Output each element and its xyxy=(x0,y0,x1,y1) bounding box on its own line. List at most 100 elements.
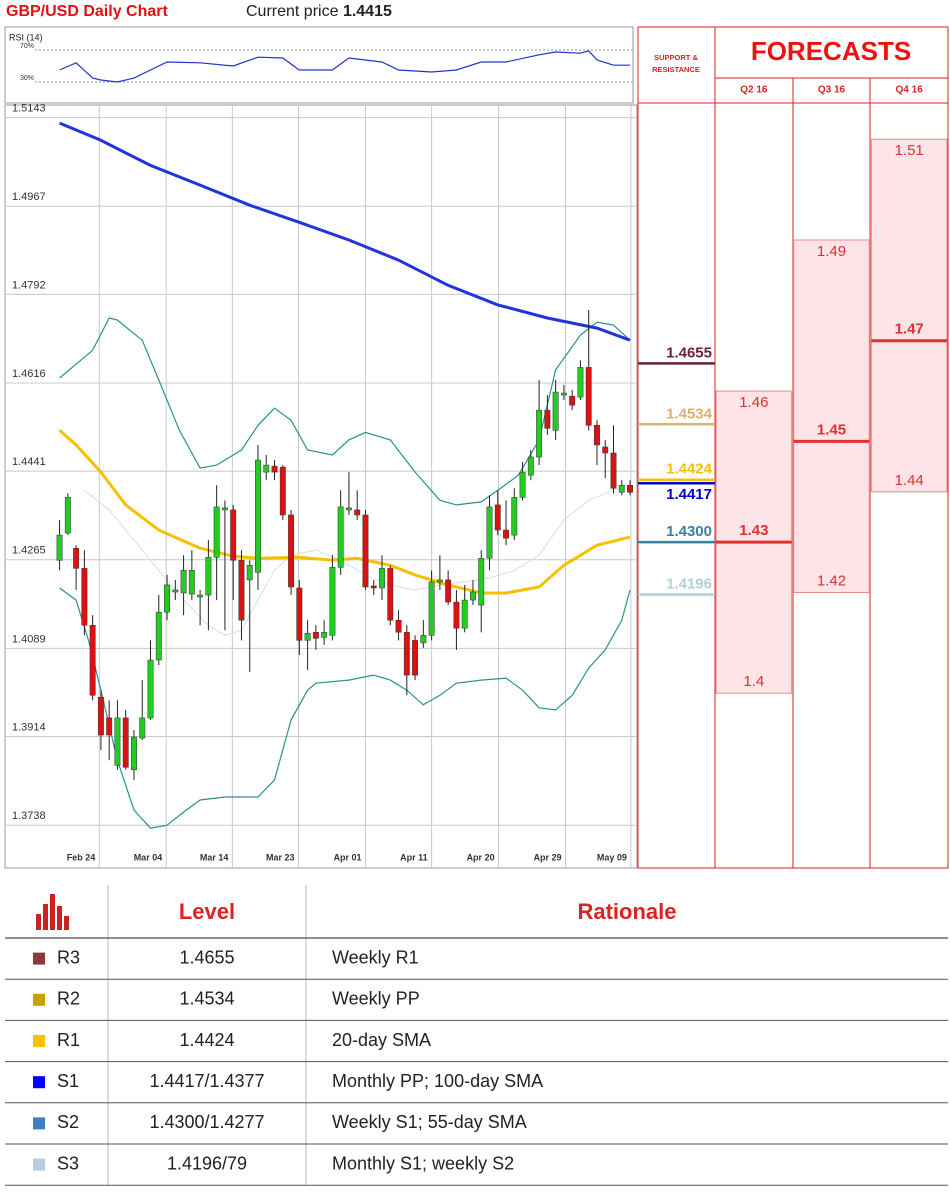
sr-label: 1.4424 xyxy=(666,461,713,478)
x-tick-label: Apr 11 xyxy=(400,852,428,862)
row-name: R1 xyxy=(57,1030,80,1050)
candle-body xyxy=(64,497,71,534)
forecast-median-label: 1.47 xyxy=(895,321,924,338)
candle-body xyxy=(271,465,278,473)
sr-label: 1.4417 xyxy=(666,486,712,503)
sr-title: SUPPORT & xyxy=(654,53,698,62)
candle-body xyxy=(131,736,137,771)
sr-label: 1.4534 xyxy=(666,405,713,422)
candle-body xyxy=(503,529,509,539)
x-tick-label: Mar 04 xyxy=(134,852,163,862)
candle-body xyxy=(337,506,344,568)
candle-body xyxy=(544,409,551,429)
candle-body xyxy=(569,395,576,406)
indicator-line xyxy=(59,587,631,829)
candle-body xyxy=(552,391,559,431)
row-level: 1.4534 xyxy=(179,989,234,1009)
current-price-value: 1.4415 xyxy=(343,3,392,20)
sr-label: 1.4300 xyxy=(666,523,712,540)
y-tick-label: 1.4441 xyxy=(12,456,46,468)
candle-body xyxy=(560,392,567,396)
y-tick-label: 1.4792 xyxy=(12,279,46,291)
current-price-label: Current price xyxy=(246,3,339,20)
candle-body xyxy=(164,584,170,613)
column-header: Rationale xyxy=(577,899,676,924)
rsi-title: RSI (14) xyxy=(9,32,43,42)
x-tick-label: Mar 14 xyxy=(200,852,229,862)
candle-body xyxy=(577,367,584,398)
x-tick-label: Apr 20 xyxy=(467,852,495,862)
row-swatch xyxy=(33,1035,45,1047)
candle-body xyxy=(387,568,394,621)
candle-body xyxy=(205,557,212,596)
candle-body xyxy=(486,506,493,559)
candle-body xyxy=(420,635,427,644)
quarter-label: Q4 16 xyxy=(896,85,924,96)
row-swatch xyxy=(33,952,45,965)
forecast-title: FORECASTS xyxy=(751,36,911,66)
candle-body xyxy=(172,589,179,593)
candle-body xyxy=(230,509,237,561)
candle-body xyxy=(122,717,129,768)
row-rationale: 20-day SMA xyxy=(332,1030,431,1050)
y-tick-label: 1.4616 xyxy=(12,368,46,380)
indicator-line xyxy=(59,121,631,342)
row-swatch xyxy=(33,1076,45,1089)
row-swatch xyxy=(33,1117,45,1130)
y-tick-label: 1.4967 xyxy=(12,191,46,203)
candle-body xyxy=(511,497,518,536)
row-name: S3 xyxy=(57,1153,79,1173)
row-rationale: Monthly PP; 100-day SMA xyxy=(332,1071,543,1091)
row-level: 1.4424 xyxy=(179,1030,234,1050)
x-tick-label: May 09 xyxy=(597,852,627,862)
forecast-low: 1.42 xyxy=(817,572,846,589)
candle-body xyxy=(312,632,319,639)
forecast-median-label: 1.43 xyxy=(739,522,768,539)
candle-body xyxy=(73,547,80,569)
row-rationale: Weekly R1 xyxy=(332,947,419,967)
column-header: Level xyxy=(179,899,235,924)
row-rationale: Weekly S1; 55-day SMA xyxy=(332,1112,527,1132)
rsi-tick-label: 30% xyxy=(20,75,34,82)
x-tick-label: Mar 23 xyxy=(266,852,295,862)
forecast-low: 1.44 xyxy=(895,472,924,489)
candle-body xyxy=(470,591,476,601)
rsi-line xyxy=(59,50,630,83)
candle-body xyxy=(346,507,352,511)
candle-body xyxy=(263,464,270,473)
sr-label: 1.4655 xyxy=(666,344,712,361)
forecast-high: 1.46 xyxy=(739,394,768,411)
candle-body xyxy=(379,568,385,589)
x-tick-label: Feb 24 xyxy=(67,852,96,862)
forecast-range xyxy=(793,239,870,594)
quarter-label: Q3 16 xyxy=(818,85,846,96)
candle-body xyxy=(238,560,245,621)
candle-body xyxy=(221,507,228,511)
row-rationale: Weekly PP xyxy=(332,989,420,1009)
row-swatch xyxy=(33,1158,45,1171)
forecast-range xyxy=(870,138,948,493)
candle-body xyxy=(97,697,104,736)
candle-body xyxy=(106,717,113,736)
forecast-median-label: 1.45 xyxy=(817,421,846,438)
forecast-high: 1.51 xyxy=(895,142,924,159)
candle-body xyxy=(304,633,311,641)
candle-body xyxy=(329,567,336,636)
candle-body xyxy=(321,632,328,638)
row-name: R3 xyxy=(57,947,80,967)
candle-body xyxy=(288,514,294,588)
candle-body xyxy=(147,659,154,719)
page-title: GBP/USD Daily Chart xyxy=(6,3,168,20)
candle-body xyxy=(395,619,402,633)
y-tick-label: 1.3738 xyxy=(12,810,46,822)
indicator-line xyxy=(58,429,631,595)
candle-body xyxy=(197,594,204,598)
forecast-high: 1.49 xyxy=(817,243,846,260)
x-tick-label: Apr 29 xyxy=(534,852,562,862)
candle-body xyxy=(519,471,526,498)
candle-body xyxy=(618,484,625,493)
candle-body xyxy=(114,717,121,766)
candle-body xyxy=(279,466,286,516)
candle-body xyxy=(89,625,96,696)
